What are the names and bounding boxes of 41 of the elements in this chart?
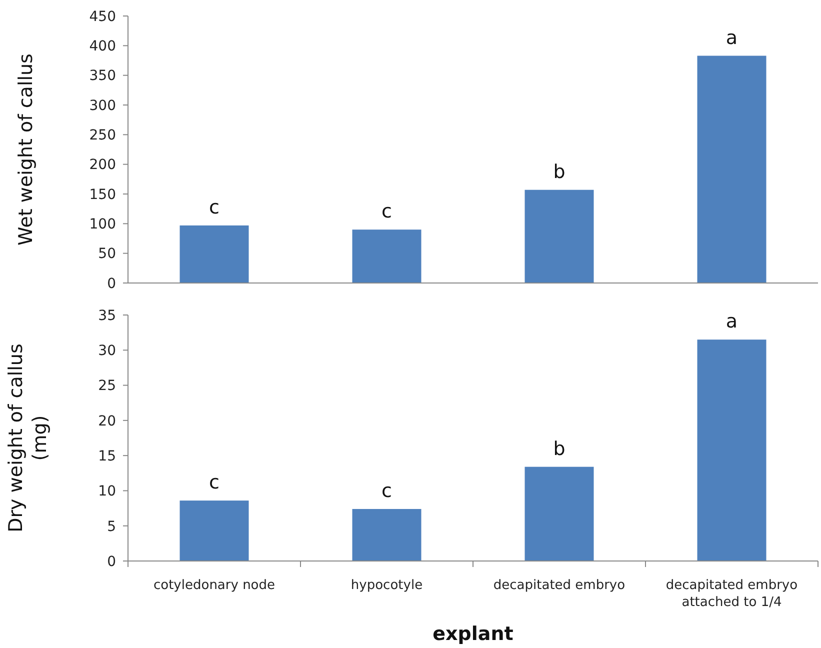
y-tick-label: 250 bbox=[89, 128, 116, 144]
bar bbox=[180, 500, 249, 561]
x-tick-label: decapitated embryo bbox=[493, 578, 626, 593]
y-axis-title: Dry weight of callus (mg) bbox=[5, 344, 51, 532]
y-tick-label: 10 bbox=[98, 484, 116, 500]
annotation: c bbox=[382, 200, 392, 223]
y-axis-title: Wet weight of callus bbox=[15, 54, 37, 246]
y-tick-label: 100 bbox=[89, 216, 116, 233]
y-tick-label: 30 bbox=[98, 343, 116, 360]
y-tick-label: 50 bbox=[98, 246, 116, 262]
y-tick-label: 400 bbox=[89, 38, 116, 55]
y-tick-label: 200 bbox=[89, 157, 116, 174]
y-tick-label: 15 bbox=[98, 448, 116, 464]
x-tick-label: hypocotyle bbox=[350, 578, 423, 593]
annotation: c bbox=[209, 196, 220, 218]
y-tick-label: 350 bbox=[89, 68, 116, 84]
x-tick-label: decapitated embryo attached to 1/4 bbox=[666, 578, 798, 610]
bar bbox=[352, 508, 422, 561]
x-tick-label: cotyledonary node bbox=[153, 578, 276, 593]
y-tick-label: 0 bbox=[107, 276, 116, 292]
annotation: b bbox=[553, 438, 566, 460]
y-tick-label: 35 bbox=[98, 308, 116, 324]
bar bbox=[697, 340, 766, 561]
y-tick-label: 20 bbox=[98, 413, 116, 430]
annotation: c bbox=[382, 480, 392, 502]
bar bbox=[180, 225, 249, 283]
annotation: a bbox=[726, 26, 738, 49]
y-tick-label: 150 bbox=[89, 186, 116, 203]
annotation: c bbox=[209, 472, 220, 494]
bar bbox=[697, 56, 766, 283]
bar bbox=[524, 466, 594, 561]
y-tick-label: 450 bbox=[89, 8, 116, 25]
annotation: a bbox=[726, 310, 738, 333]
bar bbox=[524, 190, 594, 283]
y-tick-label: 25 bbox=[98, 378, 116, 394]
bar bbox=[352, 230, 422, 283]
annotation: b bbox=[553, 160, 566, 183]
x-axis-title: explant bbox=[432, 623, 514, 645]
y-tick-label: 0 bbox=[107, 554, 116, 570]
y-tick-label: 300 bbox=[89, 98, 116, 114]
y-tick-label: 5 bbox=[107, 518, 116, 535]
